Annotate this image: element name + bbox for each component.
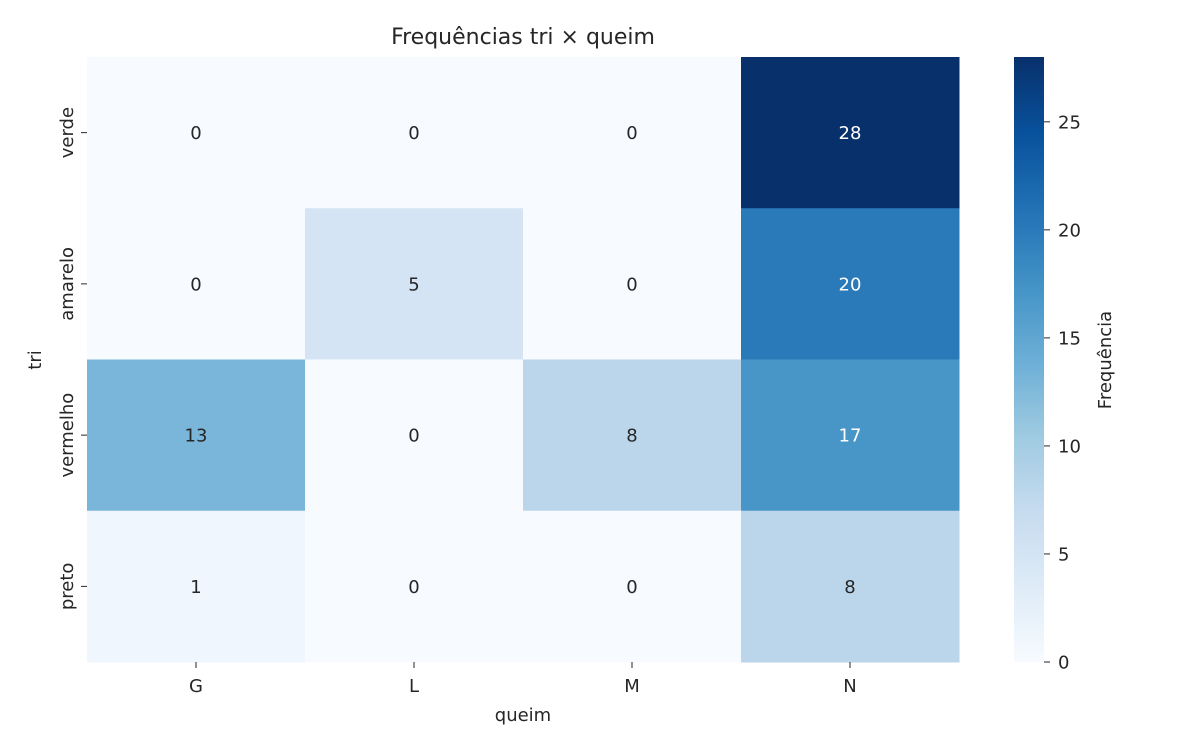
cell-value-label: 1: [190, 577, 201, 598]
chart-title: Frequências tri × queim: [391, 25, 655, 50]
colorbar: [1014, 57, 1044, 662]
cell-value-label: 17: [839, 426, 862, 447]
x-tick-label: N: [843, 676, 856, 697]
y-tick-label: preto: [57, 563, 78, 611]
heatmap-cell: [523, 510, 742, 663]
heatmap-cells: [87, 57, 960, 663]
heatmap-cell: [523, 57, 742, 209]
heatmap-cell: [305, 208, 524, 360]
cell-value-label: 0: [408, 577, 419, 598]
y-axis-label: tri: [25, 350, 46, 369]
heatmap-cell: [87, 57, 306, 209]
cell-value-label: 28: [839, 123, 862, 144]
colorbar-ticks: 0 5 10 15 20 25: [1044, 112, 1081, 674]
cell-value-label: 0: [190, 123, 201, 144]
x-tick-label: M: [624, 676, 640, 697]
cell-value-label: 0: [626, 577, 637, 598]
heatmap-cell: [741, 57, 960, 209]
cell-value-label: 5: [408, 274, 419, 295]
heatmap-cell: [305, 510, 524, 663]
heatmap-cell: [523, 359, 742, 512]
heatmap-cell: [305, 359, 524, 512]
cell-value-label: 0: [190, 274, 201, 295]
colorbar-tick-label: 15: [1058, 328, 1081, 349]
heatmap-cell: [523, 208, 742, 360]
cell-value-label: 0: [408, 123, 419, 144]
y-tick-label: vermelho: [57, 393, 78, 478]
heatmap-cell: [87, 208, 306, 360]
colorbar-tick-label: 5: [1058, 544, 1069, 565]
heatmap-cell: [87, 510, 306, 663]
colorbar-tick-label: 0: [1058, 653, 1069, 674]
y-tick-label: amarelo: [57, 247, 78, 321]
heatmap-cell: [87, 359, 306, 512]
x-axis-label: queim: [495, 705, 551, 726]
cell-value-label: 0: [626, 123, 637, 144]
colorbar-label: Frequência: [1095, 311, 1116, 409]
x-tick-label: G: [189, 676, 203, 697]
cell-annotations: 0 0 0 28 0 5 0 20 13 0 8 17 1 0 0 8: [185, 123, 862, 598]
colorbar-tick-label: 25: [1058, 112, 1081, 133]
heatmap-cell: [741, 510, 960, 663]
heatmap-cell: [305, 57, 524, 209]
cell-value-label: 0: [626, 274, 637, 295]
heatmap-cell: [741, 208, 960, 360]
cell-value-label: 8: [626, 426, 637, 447]
colorbar-tick-label: 10: [1058, 436, 1081, 457]
cell-value-label: 8: [844, 577, 855, 598]
cell-value-label: 0: [408, 426, 419, 447]
cell-value-label: 13: [185, 426, 208, 447]
heatmap-cell: [741, 359, 960, 512]
y-tick-label: verde: [57, 107, 78, 158]
cell-value-label: 20: [839, 274, 862, 295]
colorbar-tick-label: 20: [1058, 220, 1081, 241]
x-tick-label: L: [409, 676, 419, 697]
y-axis: verde amarelo vermelho preto: [57, 107, 87, 610]
